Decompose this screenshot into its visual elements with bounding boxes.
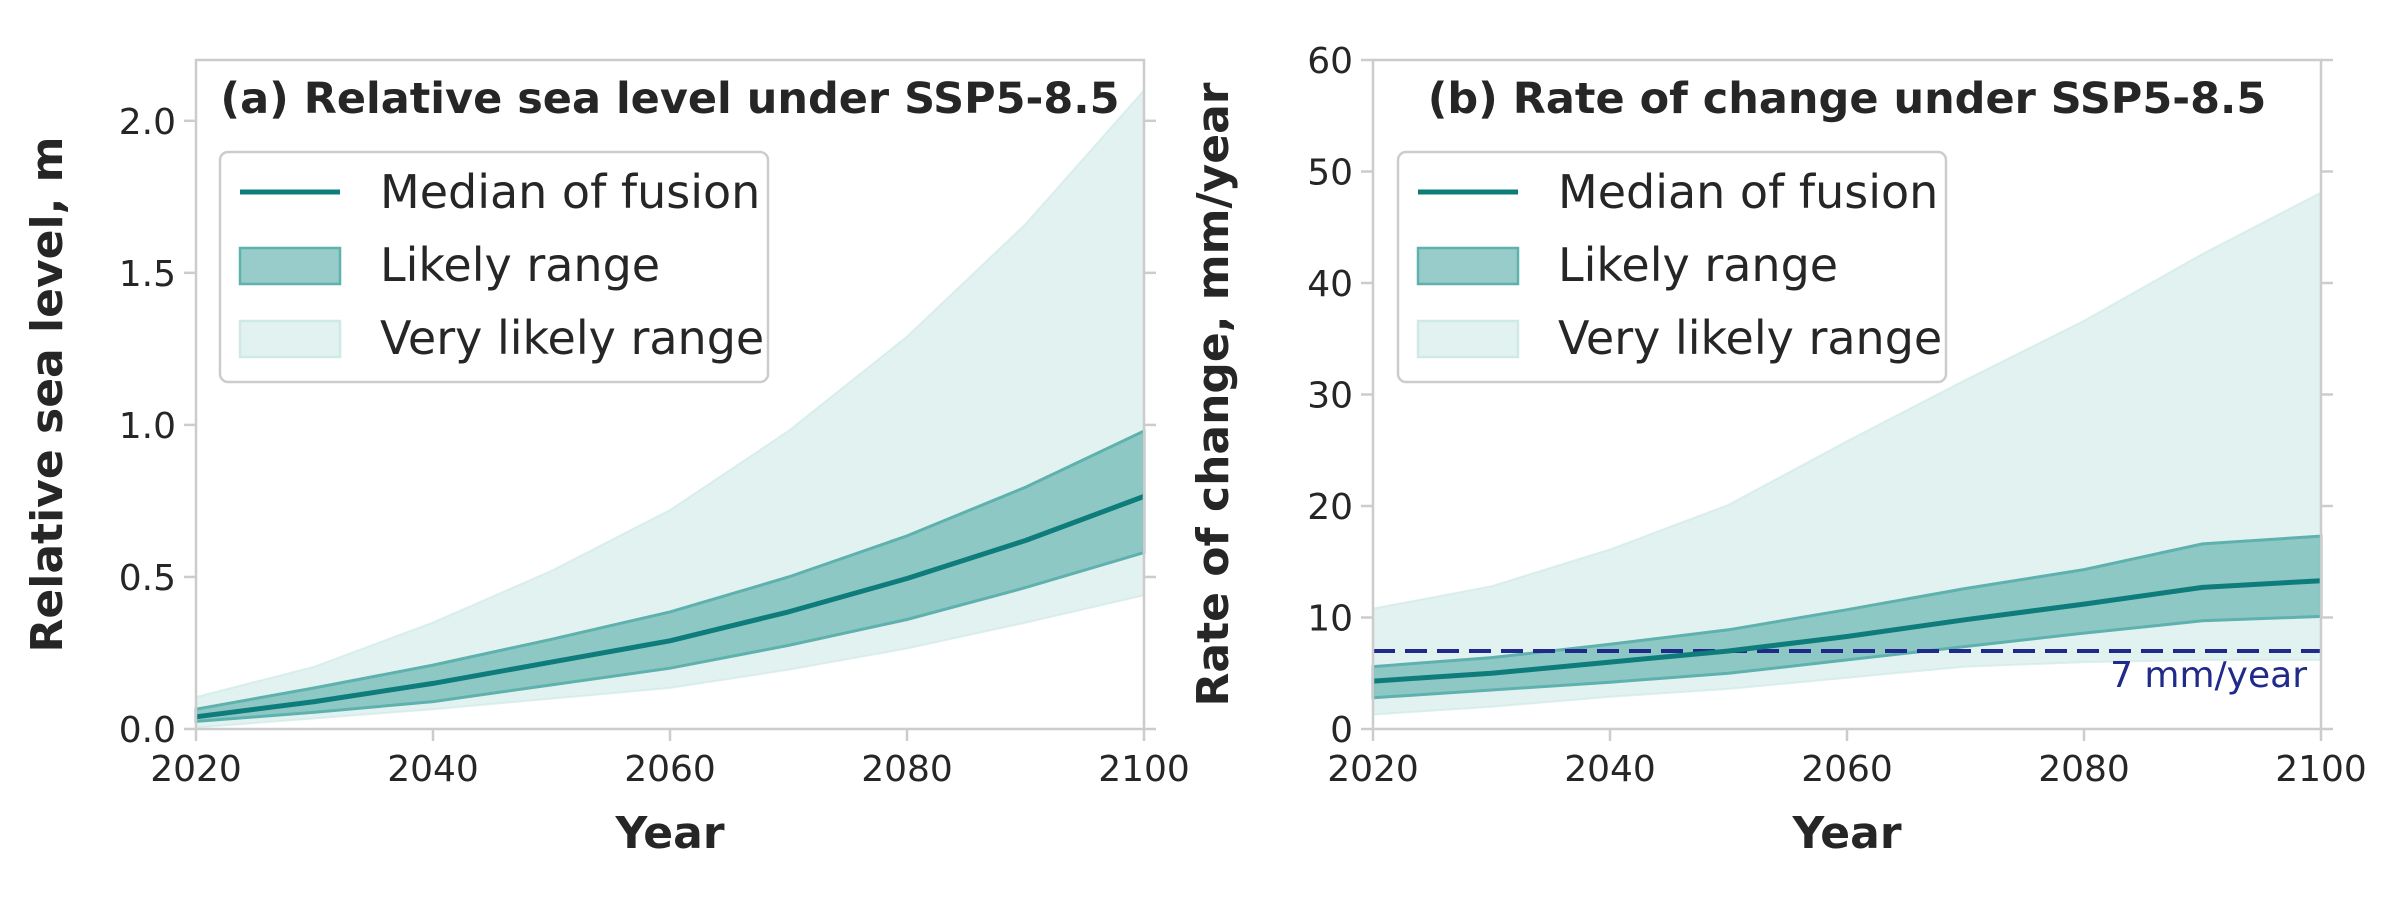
legend-label: Median of fusion (380, 165, 760, 219)
legend-label: Very likely range (380, 311, 764, 365)
legend-swatch-very-likely (238, 319, 342, 359)
y-tick-label: 60 (1307, 41, 1353, 82)
y-tick-label: 1.5 (119, 254, 176, 295)
x-tick-label: 2060 (624, 749, 716, 790)
y-tick-label: 20 (1307, 487, 1353, 528)
x-tick-label: 2020 (150, 749, 242, 790)
legend: Median of fusion Likely range Very likely … (1396, 150, 1948, 384)
chart-title: (b) Rate of change under SSP5-8.5 (1428, 74, 2267, 124)
legend-swatch-likely (1416, 246, 1520, 286)
legend-swatch-very-likely (1416, 319, 1520, 359)
legend-label: Median of fusion (1558, 165, 1938, 219)
panel-a-relative-sea-level: 0.0 0.5 1.0 1.5 2.0 2020 2040 2060 2080 2100 Year R… (22, 58, 1190, 859)
median-line (1372, 578, 2322, 684)
y-tick-label: 0.5 (119, 558, 176, 599)
x-tick-label: 2020 (1327, 749, 1419, 790)
x-tick-label: 2080 (2038, 749, 2130, 790)
panel-b-rate-of-change: 7 mm/year 0 10 20 30 40 50 60 2020 2040 2060 2080 21… (1188, 41, 2367, 859)
y-tick-label: 2.0 (119, 102, 176, 143)
x-tick-label: 2080 (861, 749, 953, 790)
y-tick-label: 1.0 (119, 406, 176, 447)
legend-box (1396, 150, 1948, 384)
y-tick-label: 0 (1330, 710, 1353, 751)
y-axis-label: Rate of change, mm/year (1188, 82, 1239, 706)
legend-box (218, 150, 770, 384)
x-axis-label: Year (1791, 808, 1901, 859)
y-tick-label: 40 (1307, 264, 1353, 305)
x-axis-label: Year (614, 808, 724, 859)
y-tick-label: 10 (1307, 599, 1353, 640)
legend: Median of fusion Likely range Very likely … (218, 150, 770, 384)
legend-swatch-likely (238, 246, 342, 286)
reference-line-label: 7 mm/year (2110, 655, 2307, 696)
y-tick-label: 30 (1307, 376, 1353, 417)
legend-label: Likely range (380, 238, 660, 292)
y-axis-label: Relative sea level, m (22, 137, 73, 653)
median-line (195, 494, 1145, 720)
legend-label: Very likely range (1558, 311, 1942, 365)
y-tick-label: 50 (1307, 153, 1353, 194)
y-tick-label: 0.0 (119, 710, 176, 751)
chart-title: (a) Relative sea level under SSP5-8.5 (220, 74, 1119, 124)
x-tick-label: 2040 (387, 749, 479, 790)
x-tick-label: 2040 (1564, 749, 1656, 790)
legend-label: Likely range (1558, 238, 1838, 292)
x-tick-label: 2100 (1098, 749, 1190, 790)
x-tick-label: 2060 (1801, 749, 1893, 790)
x-tick-label: 2100 (2275, 749, 2367, 790)
